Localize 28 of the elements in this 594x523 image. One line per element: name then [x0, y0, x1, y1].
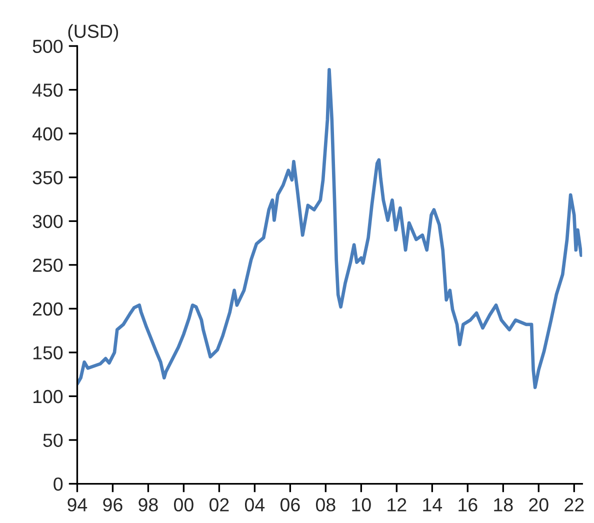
- x-tick-label: 98: [138, 498, 158, 512]
- x-tick-label: 10: [352, 498, 371, 512]
- y-tick-label: 150: [33, 346, 63, 360]
- x-tick-label: 08: [316, 498, 336, 512]
- x-tick-label: 22: [564, 498, 584, 512]
- y-tick-label: 300: [32, 214, 63, 228]
- x-tick-label: 18: [494, 498, 513, 512]
- x-tick-label: 02: [210, 498, 229, 512]
- x-tick-label: 20: [529, 498, 548, 512]
- y-axis-title: (USD): [68, 24, 118, 42]
- y-tick-label: 350: [32, 171, 63, 184]
- y-tick-label: 50: [43, 434, 63, 447]
- x-tick-label: 04: [244, 498, 265, 512]
- x-tick-label: 14: [423, 498, 442, 512]
- y-tick-label: 200: [32, 302, 63, 316]
- x-tick-label: 12: [388, 498, 406, 512]
- y-tick-label: 0: [54, 477, 63, 491]
- y-tick-label: 100: [33, 390, 63, 404]
- x-tick-label: 96: [103, 498, 122, 512]
- x-tick-label: 00: [174, 498, 194, 512]
- y-tick-label: 500: [32, 40, 63, 54]
- x-tick-label: 94: [68, 498, 88, 512]
- x-tick-label: 16: [458, 498, 478, 512]
- y-tick-label: 250: [32, 258, 63, 272]
- y-tick-label: 400: [32, 127, 63, 141]
- x-tick-label: 06: [280, 498, 300, 512]
- line-series: [77, 68, 582, 390]
- y-tick-label: 450: [32, 84, 63, 97]
